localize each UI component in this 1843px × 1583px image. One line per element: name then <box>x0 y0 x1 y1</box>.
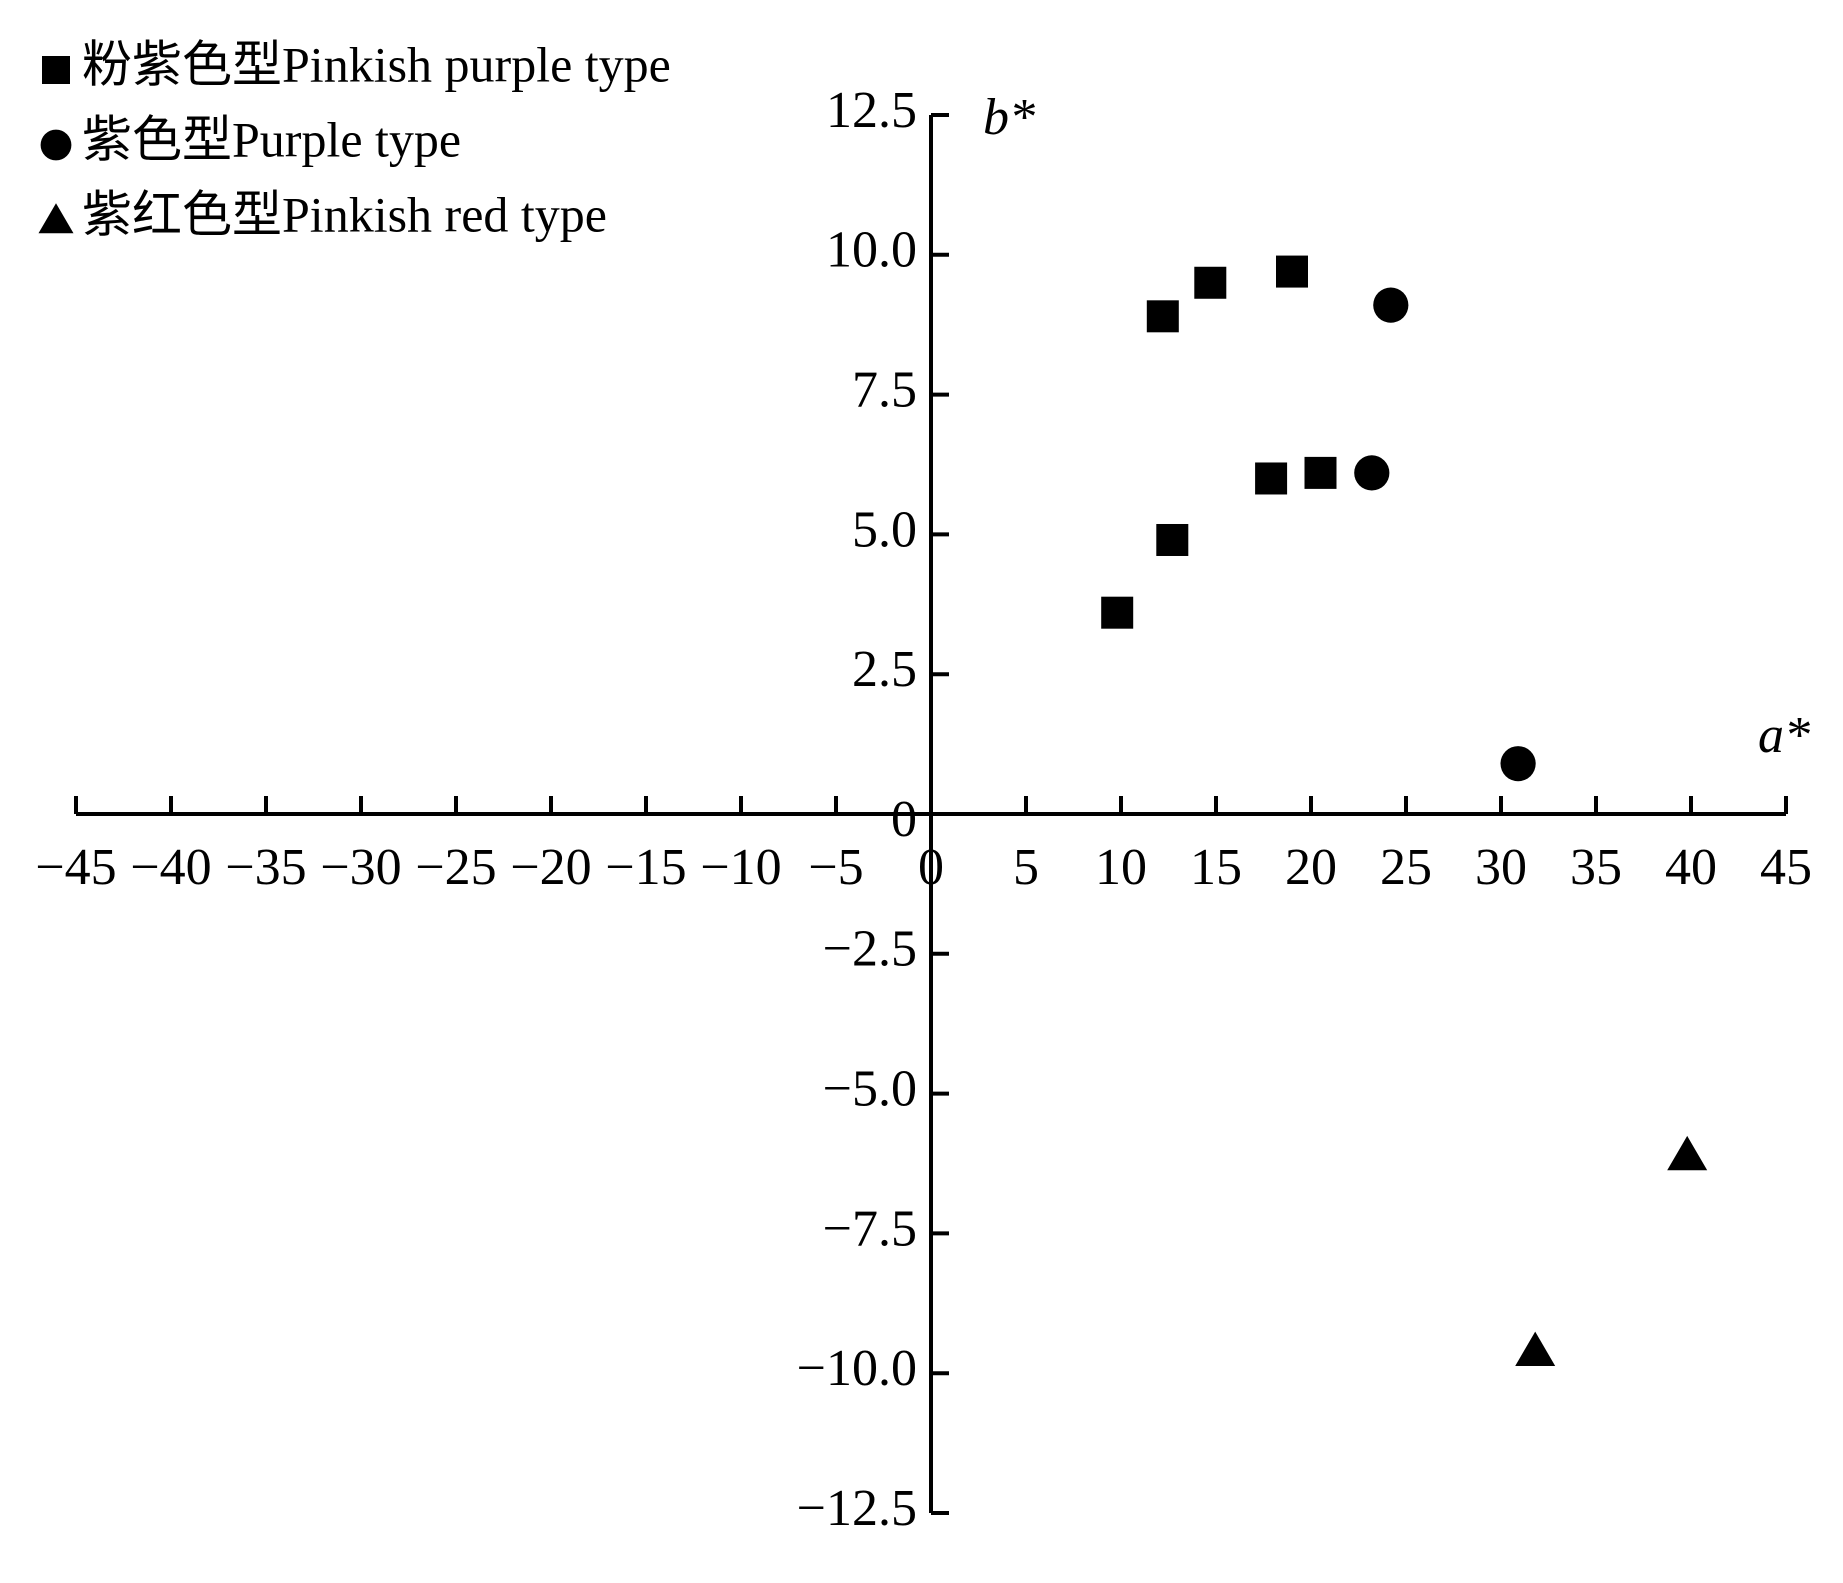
point <box>1667 1135 1708 1171</box>
x-tick-label: −30 <box>320 839 401 896</box>
x-tick-label: −35 <box>225 839 306 896</box>
x-axis-label: a* <box>1758 707 1810 764</box>
y-tick-label: −5.0 <box>823 1061 917 1118</box>
legend-marker <box>42 56 70 84</box>
x-tick-label: −25 <box>415 839 496 896</box>
x-tick-label: 20 <box>1285 839 1337 896</box>
x-tick-label: −15 <box>605 839 686 896</box>
legend-text: 紫色型Purple type <box>82 111 461 167</box>
x-tick-label: −20 <box>510 839 591 896</box>
x-tick-label: 0 <box>918 839 944 896</box>
y-tick-label: 10.0 <box>826 222 917 279</box>
y-axis-label: b* <box>983 89 1035 146</box>
y-tick-label: 12.5 <box>826 82 917 139</box>
x-tick-label: 35 <box>1570 839 1622 896</box>
y-tick-label: −12.5 <box>797 1480 917 1537</box>
y-tick-label: −2.5 <box>823 921 917 978</box>
legend-text: 紫红色型Pinkish red type <box>82 186 607 242</box>
legend-marker <box>38 203 74 234</box>
point <box>1500 746 1536 782</box>
point <box>1255 462 1288 495</box>
legend-text: 粉紫色型Pinkish purple type <box>82 36 671 92</box>
x-tick-label: 5 <box>1013 839 1039 896</box>
point <box>1194 266 1227 299</box>
point <box>1156 523 1189 556</box>
point <box>1146 300 1179 333</box>
y-tick-label: 7.5 <box>852 362 917 419</box>
x-tick-label: −5 <box>808 839 863 896</box>
x-tick-label: 10 <box>1095 839 1147 896</box>
x-tick-label: 45 <box>1760 839 1812 896</box>
y-tick-label: −10.0 <box>797 1340 917 1397</box>
point <box>1373 287 1409 323</box>
point <box>1354 455 1390 491</box>
x-tick-label: −10 <box>700 839 781 896</box>
y-tick-label: −7.5 <box>823 1200 917 1257</box>
x-tick-label: 15 <box>1190 839 1242 896</box>
x-tick-label: 25 <box>1380 839 1432 896</box>
legend-marker <box>40 129 72 161</box>
y-tick-label: 2.5 <box>852 641 917 698</box>
x-tick-label: 30 <box>1475 839 1527 896</box>
x-tick-label: −40 <box>130 839 211 896</box>
x-tick-label: 40 <box>1665 839 1717 896</box>
y-tick-label: 5.0 <box>852 501 917 558</box>
point <box>1101 596 1134 629</box>
point <box>1304 456 1337 489</box>
point <box>1276 255 1308 288</box>
point <box>1515 1331 1556 1367</box>
x-tick-label: −45 <box>35 839 116 896</box>
y-tick-label: 0 <box>891 791 917 848</box>
